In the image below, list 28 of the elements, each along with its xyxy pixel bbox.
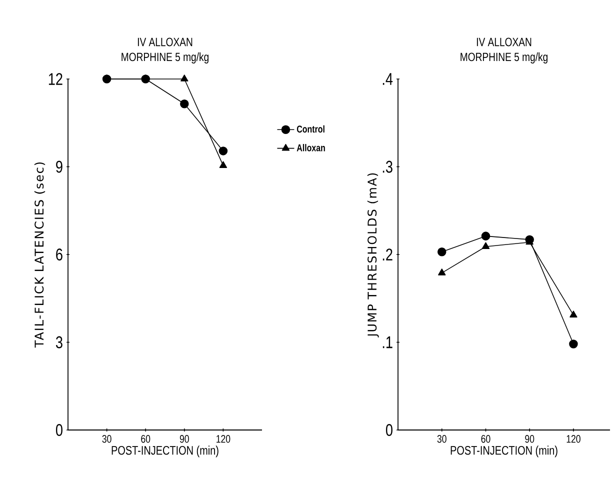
y-tick-label: .2	[382, 248, 392, 260]
y-tick-label: 3	[56, 336, 62, 348]
x-axis-title: POST-INJECTION (min)	[112, 446, 218, 458]
legend-label: Control	[296, 125, 324, 133]
chart-subtitle: MORPHINE 5 mg/kg	[460, 52, 548, 64]
y-tick-label: 0	[56, 424, 62, 436]
y-tick-label: .4	[382, 73, 393, 85]
y-tick-label: .3	[382, 160, 392, 173]
x-tick-label: 120	[566, 435, 580, 443]
y-tick-label: 12	[48, 73, 62, 85]
y-axis-title: TAIL-FLICK LATENCIES (sec)	[34, 162, 46, 348]
x-tick-label: 30	[437, 435, 446, 443]
x-tick-label: 120	[216, 435, 230, 443]
x-tick-label: 60	[481, 435, 490, 443]
chart-subtitle: MORPHINE 5 mg/kg	[122, 52, 208, 64]
legend-label: Alloxan	[296, 144, 325, 152]
y-tick-label: 9	[56, 160, 62, 173]
x-tick-label: 90	[180, 435, 189, 443]
x-tick-label: 30	[102, 435, 112, 443]
x-tick-label: 90	[525, 435, 534, 443]
y-tick-label: 6	[56, 248, 62, 260]
y-axis-title: JUMP THRESHOLDS (mA)	[367, 173, 379, 338]
x-tick-label: 60	[141, 435, 150, 443]
y-tick-label: .1	[382, 336, 392, 348]
y-tick-label: 0	[386, 424, 392, 436]
x-axis-title: POST-INJECTION (min)	[450, 446, 558, 458]
chart-title: IV ALLOXAN	[476, 38, 532, 46]
chart-title: IV ALLOXAN	[138, 38, 192, 46]
